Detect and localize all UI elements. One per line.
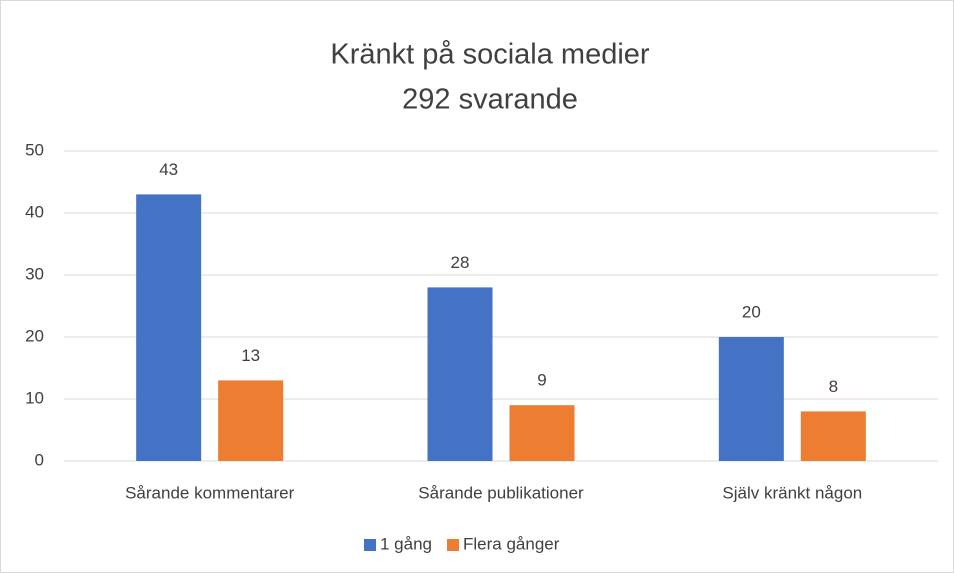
chart-title: Kränkt på sociala medier — [330, 39, 649, 71]
x-tick-label: Sårande publikationer — [418, 483, 584, 502]
data-label: 28 — [451, 253, 470, 272]
bar — [800, 411, 866, 461]
bar — [136, 194, 202, 461]
bar — [427, 287, 493, 461]
y-tick-label: 30 — [25, 264, 44, 283]
bar — [509, 405, 575, 461]
bar — [218, 380, 284, 461]
y-tick-label: 40 — [25, 202, 44, 221]
y-tick-label: 50 — [25, 140, 44, 159]
legend-swatch — [447, 539, 459, 551]
legend-label: Flera gånger — [463, 534, 560, 553]
data-label: 43 — [159, 160, 178, 179]
data-label: 9 — [537, 371, 546, 390]
chart-subtitle: 292 svarande — [402, 84, 578, 116]
x-tick-label: Själv kränkt någon — [722, 483, 862, 502]
data-label: 8 — [829, 377, 838, 396]
bar — [718, 337, 784, 461]
data-label: 13 — [241, 346, 260, 365]
x-tick-label: Sårande kommentarer — [125, 483, 294, 502]
legend-swatch — [364, 539, 376, 551]
y-tick-label: 0 — [35, 450, 44, 469]
data-label: 20 — [742, 302, 761, 321]
y-tick-label: 20 — [25, 326, 44, 345]
y-tick-label: 10 — [25, 388, 44, 407]
legend-label: 1 gång — [380, 534, 432, 553]
